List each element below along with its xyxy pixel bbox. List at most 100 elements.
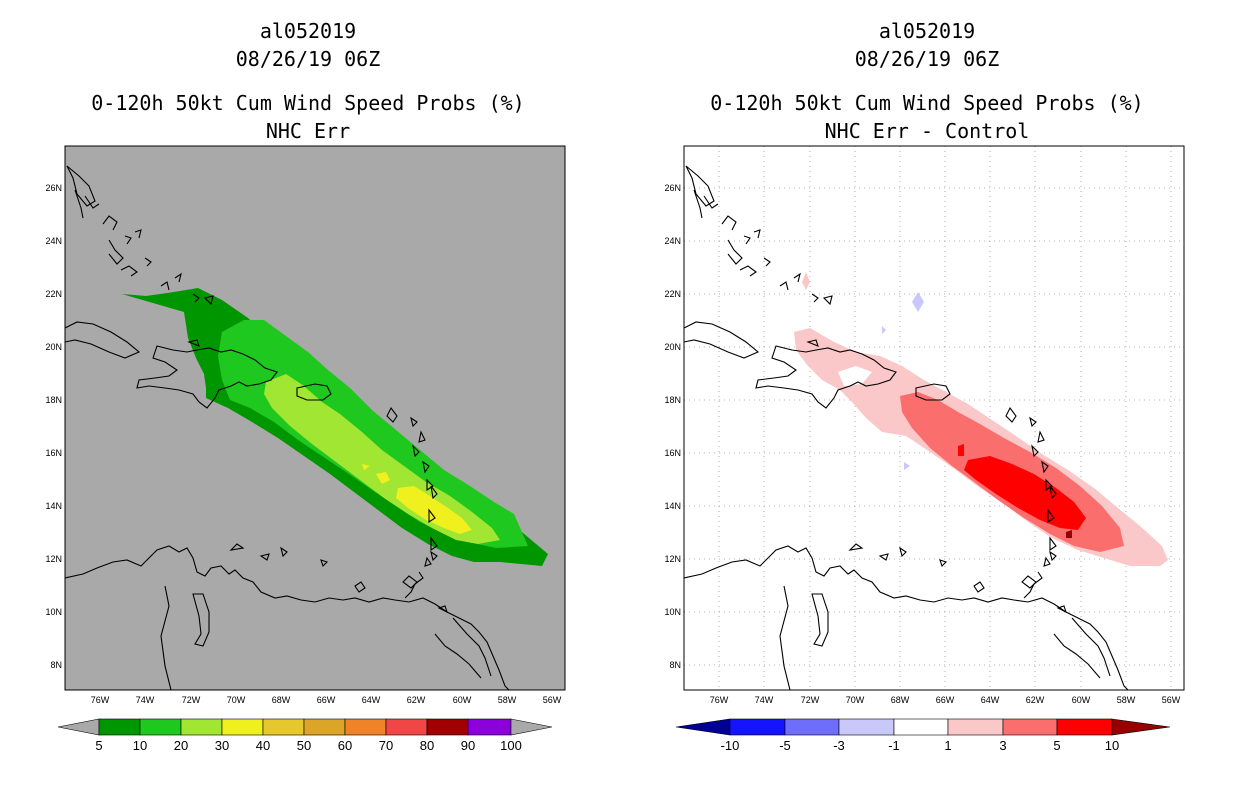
lat-label: 20N bbox=[664, 342, 681, 352]
colorbar-label: 1 bbox=[944, 738, 951, 753]
colorbar-swatch bbox=[729, 718, 786, 736]
left-title-model: NHC Err bbox=[266, 119, 350, 143]
colorbar-label: 10 bbox=[1105, 738, 1119, 753]
lat-label: 16N bbox=[664, 448, 681, 458]
colorbar-swatch bbox=[947, 718, 1004, 736]
lon-label: 70W bbox=[846, 695, 865, 705]
left-colorbar: 5 10 20 30 40 50 60 70 80 90 100 bbox=[57, 718, 553, 753]
colorbar-over-arrow bbox=[1111, 718, 1171, 736]
lon-label: 72W bbox=[801, 695, 820, 705]
right-title-datetime: 08/26/19 06Z bbox=[855, 47, 1000, 71]
lon-label: 60W bbox=[453, 695, 472, 705]
colorbar-label: -3 bbox=[833, 738, 845, 753]
colorbar-swatch bbox=[262, 718, 305, 736]
colorbar-label: 3 bbox=[999, 738, 1006, 753]
colorbar-swatch bbox=[385, 718, 428, 736]
colorbar-swatch bbox=[426, 718, 469, 736]
lat-label: 8N bbox=[669, 660, 681, 670]
right-difference-field bbox=[794, 272, 1168, 566]
colorbar-swatch bbox=[303, 718, 346, 736]
colorbar-swatch bbox=[838, 718, 895, 736]
lon-label: 68W bbox=[891, 695, 910, 705]
lon-label: 60W bbox=[1072, 695, 1091, 705]
colorbar-label: -10 bbox=[721, 738, 740, 753]
prob-contour-20 bbox=[264, 374, 500, 544]
colorbar-under-arrow bbox=[675, 718, 731, 736]
lat-label: 12N bbox=[45, 554, 62, 564]
lat-label: 18N bbox=[45, 395, 62, 405]
right-colorbar: -10 -5 -3 -1 1 3 5 10 bbox=[675, 718, 1171, 753]
lat-label: 20N bbox=[45, 342, 62, 352]
colorbar-swatch bbox=[1056, 718, 1113, 736]
prob-contour-10 bbox=[218, 320, 528, 548]
lat-label: 24N bbox=[664, 236, 681, 246]
colorbar-label: 5 bbox=[1053, 738, 1060, 753]
colorbar-label: 5 bbox=[95, 738, 102, 753]
lon-label: 70W bbox=[227, 695, 246, 705]
lat-label: 16N bbox=[45, 448, 62, 458]
colorbar-label: 90 bbox=[461, 738, 475, 753]
colorbar-label: 40 bbox=[256, 738, 270, 753]
left-title-datetime: 08/26/19 06Z bbox=[236, 47, 381, 71]
lon-label: 58W bbox=[498, 695, 517, 705]
lat-label: 10N bbox=[45, 607, 62, 617]
colorbar-label: 100 bbox=[500, 738, 522, 753]
left-probability-field bbox=[122, 288, 548, 566]
lat-label: 18N bbox=[664, 395, 681, 405]
colorbar-swatch bbox=[221, 718, 264, 736]
colorbar-swatch bbox=[180, 718, 223, 736]
lon-label: 56W bbox=[1162, 695, 1181, 705]
colorbar-label: 10 bbox=[133, 738, 147, 753]
right-gridlines bbox=[684, 146, 1184, 690]
left-lon-axis: 76W 74W 72W 70W 68W 66W 64W 62W 60W 58W … bbox=[91, 695, 562, 705]
lat-label: 12N bbox=[664, 554, 681, 564]
left-panel: al052019 08/26/19 06Z 0-120h 50kt Cum Wi… bbox=[45, 19, 566, 753]
lat-label: 8N bbox=[50, 660, 62, 670]
left-title-product: 0-120h 50kt Cum Wind Speed Probs (%) bbox=[91, 91, 524, 115]
lon-label: 74W bbox=[136, 695, 155, 705]
prob-contour-30 bbox=[396, 486, 472, 534]
colorbar-label: 80 bbox=[420, 738, 434, 753]
colorbar-label: -1 bbox=[888, 738, 900, 753]
lon-label: 64W bbox=[362, 695, 381, 705]
colorbar-swatch bbox=[98, 718, 141, 736]
lon-label: 62W bbox=[1026, 695, 1045, 705]
lon-label: 68W bbox=[272, 695, 291, 705]
colorbar-label: -5 bbox=[779, 738, 791, 753]
lon-label: 74W bbox=[755, 695, 774, 705]
left-map-frame bbox=[64, 145, 566, 691]
lon-label: 76W bbox=[91, 695, 110, 705]
colorbar-swatch bbox=[1002, 718, 1058, 736]
lat-label: 10N bbox=[664, 607, 681, 617]
lon-label: 66W bbox=[936, 695, 955, 705]
lon-label: 64W bbox=[981, 695, 1000, 705]
colorbar-swatch bbox=[139, 718, 182, 736]
lon-label: 56W bbox=[543, 695, 562, 705]
left-lat-axis: 8N 10N 12N 14N 16N 18N 20N 22N 24N 26N bbox=[45, 183, 62, 670]
lat-label: 22N bbox=[45, 289, 62, 299]
colorbar-over-arrow bbox=[510, 718, 553, 736]
colorbar-label: 30 bbox=[215, 738, 229, 753]
diff-contour-neg1 bbox=[912, 292, 924, 312]
lat-label: 26N bbox=[664, 183, 681, 193]
colorbar-under-arrow bbox=[57, 718, 100, 736]
lon-label: 58W bbox=[1117, 695, 1136, 705]
diff-contour-5 bbox=[964, 456, 1086, 530]
lat-label: 14N bbox=[664, 501, 681, 511]
lat-label: 14N bbox=[45, 501, 62, 511]
right-title-product: 0-120h 50kt Cum Wind Speed Probs (%) bbox=[710, 91, 1143, 115]
colorbar-swatch bbox=[467, 718, 512, 736]
left-title-storm-id: al052019 bbox=[260, 19, 356, 43]
colorbar-label: 70 bbox=[379, 738, 393, 753]
lat-label: 22N bbox=[664, 289, 681, 299]
right-panel: al052019 08/26/19 06Z 0-120h 50kt Cum Wi… bbox=[664, 19, 1185, 753]
lat-label: 24N bbox=[45, 236, 62, 246]
right-lat-axis: 8N 10N 12N 14N 16N 18N 20N 22N 24N 26N bbox=[664, 183, 681, 670]
colorbar-swatch bbox=[344, 718, 387, 736]
lon-label: 66W bbox=[317, 695, 336, 705]
right-map-frame bbox=[683, 145, 1185, 691]
right-lon-axis: 76W 74W 72W 70W 68W 66W 64W 62W 60W 58W … bbox=[710, 695, 1181, 705]
right-title-storm-id: al052019 bbox=[879, 19, 975, 43]
colorbar-label: 50 bbox=[297, 738, 311, 753]
right-title-model: NHC Err - Control bbox=[825, 119, 1030, 143]
